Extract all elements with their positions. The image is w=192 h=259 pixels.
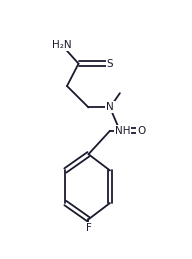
Text: O: O xyxy=(137,126,146,136)
Text: H₂N: H₂N xyxy=(52,40,72,50)
Text: S: S xyxy=(107,59,113,69)
Text: NH: NH xyxy=(115,126,130,136)
Text: F: F xyxy=(86,224,91,233)
Text: N: N xyxy=(106,102,114,112)
